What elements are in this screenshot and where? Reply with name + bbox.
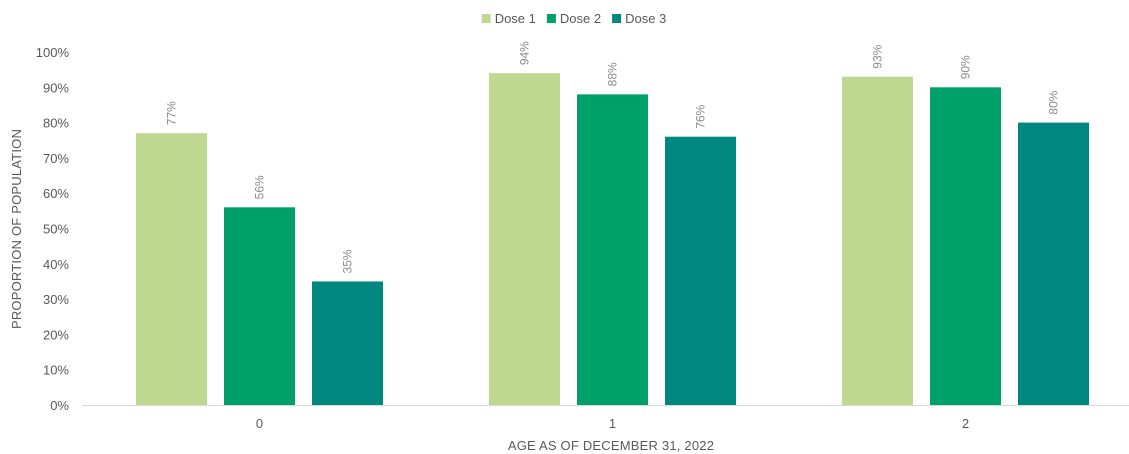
legend-swatch — [481, 14, 491, 23]
y-tick-label: 0% — [50, 398, 69, 413]
bar-dose-1-age-2 — [842, 76, 913, 406]
x-tick-label: 1 — [609, 416, 616, 431]
data-label: 76% — [694, 104, 708, 128]
y-axis-ticks: 0% 10% 20% 30% 40% 50% 60% 70% 80% 90% 100% — [36, 45, 70, 413]
bar-dose-3-age-2 — [1018, 122, 1089, 405]
y-tick-label: 80% — [43, 116, 69, 131]
legend-label: Dose 2 — [560, 11, 601, 26]
y-tick-label: 60% — [43, 186, 69, 201]
x-tick-label: 2 — [962, 416, 969, 431]
legend-label: Dose 3 — [625, 11, 666, 26]
data-label: 90% — [959, 55, 973, 79]
y-axis-title: PROPORTION OF POPULATION — [9, 129, 24, 329]
data-labels: 77% 56% 35% 94% 88% 76% 93% 90% 80% — [165, 41, 1061, 274]
y-tick-label: 90% — [43, 80, 69, 95]
y-tick-label: 20% — [43, 327, 69, 342]
bar-dose-2-age-0 — [224, 207, 295, 405]
data-label: 80% — [1047, 90, 1061, 114]
y-tick-label: 50% — [43, 222, 69, 237]
y-tick-label: 10% — [43, 363, 69, 378]
y-tick-label: 100% — [36, 45, 70, 60]
bar-dose-2-age-2 — [930, 87, 1001, 406]
data-label: 93% — [871, 44, 885, 68]
data-label: 88% — [606, 62, 620, 86]
legend-swatch — [546, 14, 556, 23]
bar-dose-1-age-0 — [136, 133, 207, 405]
legend: Dose 1 Dose 2 Dose 3 — [481, 11, 666, 26]
bar-dose-3-age-0 — [312, 281, 383, 405]
legend-label: Dose 1 — [495, 11, 536, 26]
data-label: 56% — [253, 175, 267, 199]
data-label: 35% — [341, 249, 355, 273]
bar-dose-2-age-1 — [577, 94, 648, 406]
data-label: 94% — [518, 41, 532, 65]
x-axis-title: AGE AS OF DECEMBER 31, 2022 — [508, 438, 714, 453]
bar-dose-1-age-1 — [489, 73, 560, 406]
y-tick-label: 40% — [43, 257, 69, 272]
x-axis-ticks: 0 1 2 — [256, 416, 969, 431]
legend-swatch — [612, 14, 622, 23]
y-tick-label: 30% — [43, 292, 69, 307]
bar-dose-3-age-1 — [665, 136, 736, 405]
data-label: 77% — [165, 101, 179, 125]
y-tick-label: 70% — [43, 151, 69, 166]
bars — [136, 73, 1089, 406]
x-tick-label: 0 — [256, 416, 263, 431]
